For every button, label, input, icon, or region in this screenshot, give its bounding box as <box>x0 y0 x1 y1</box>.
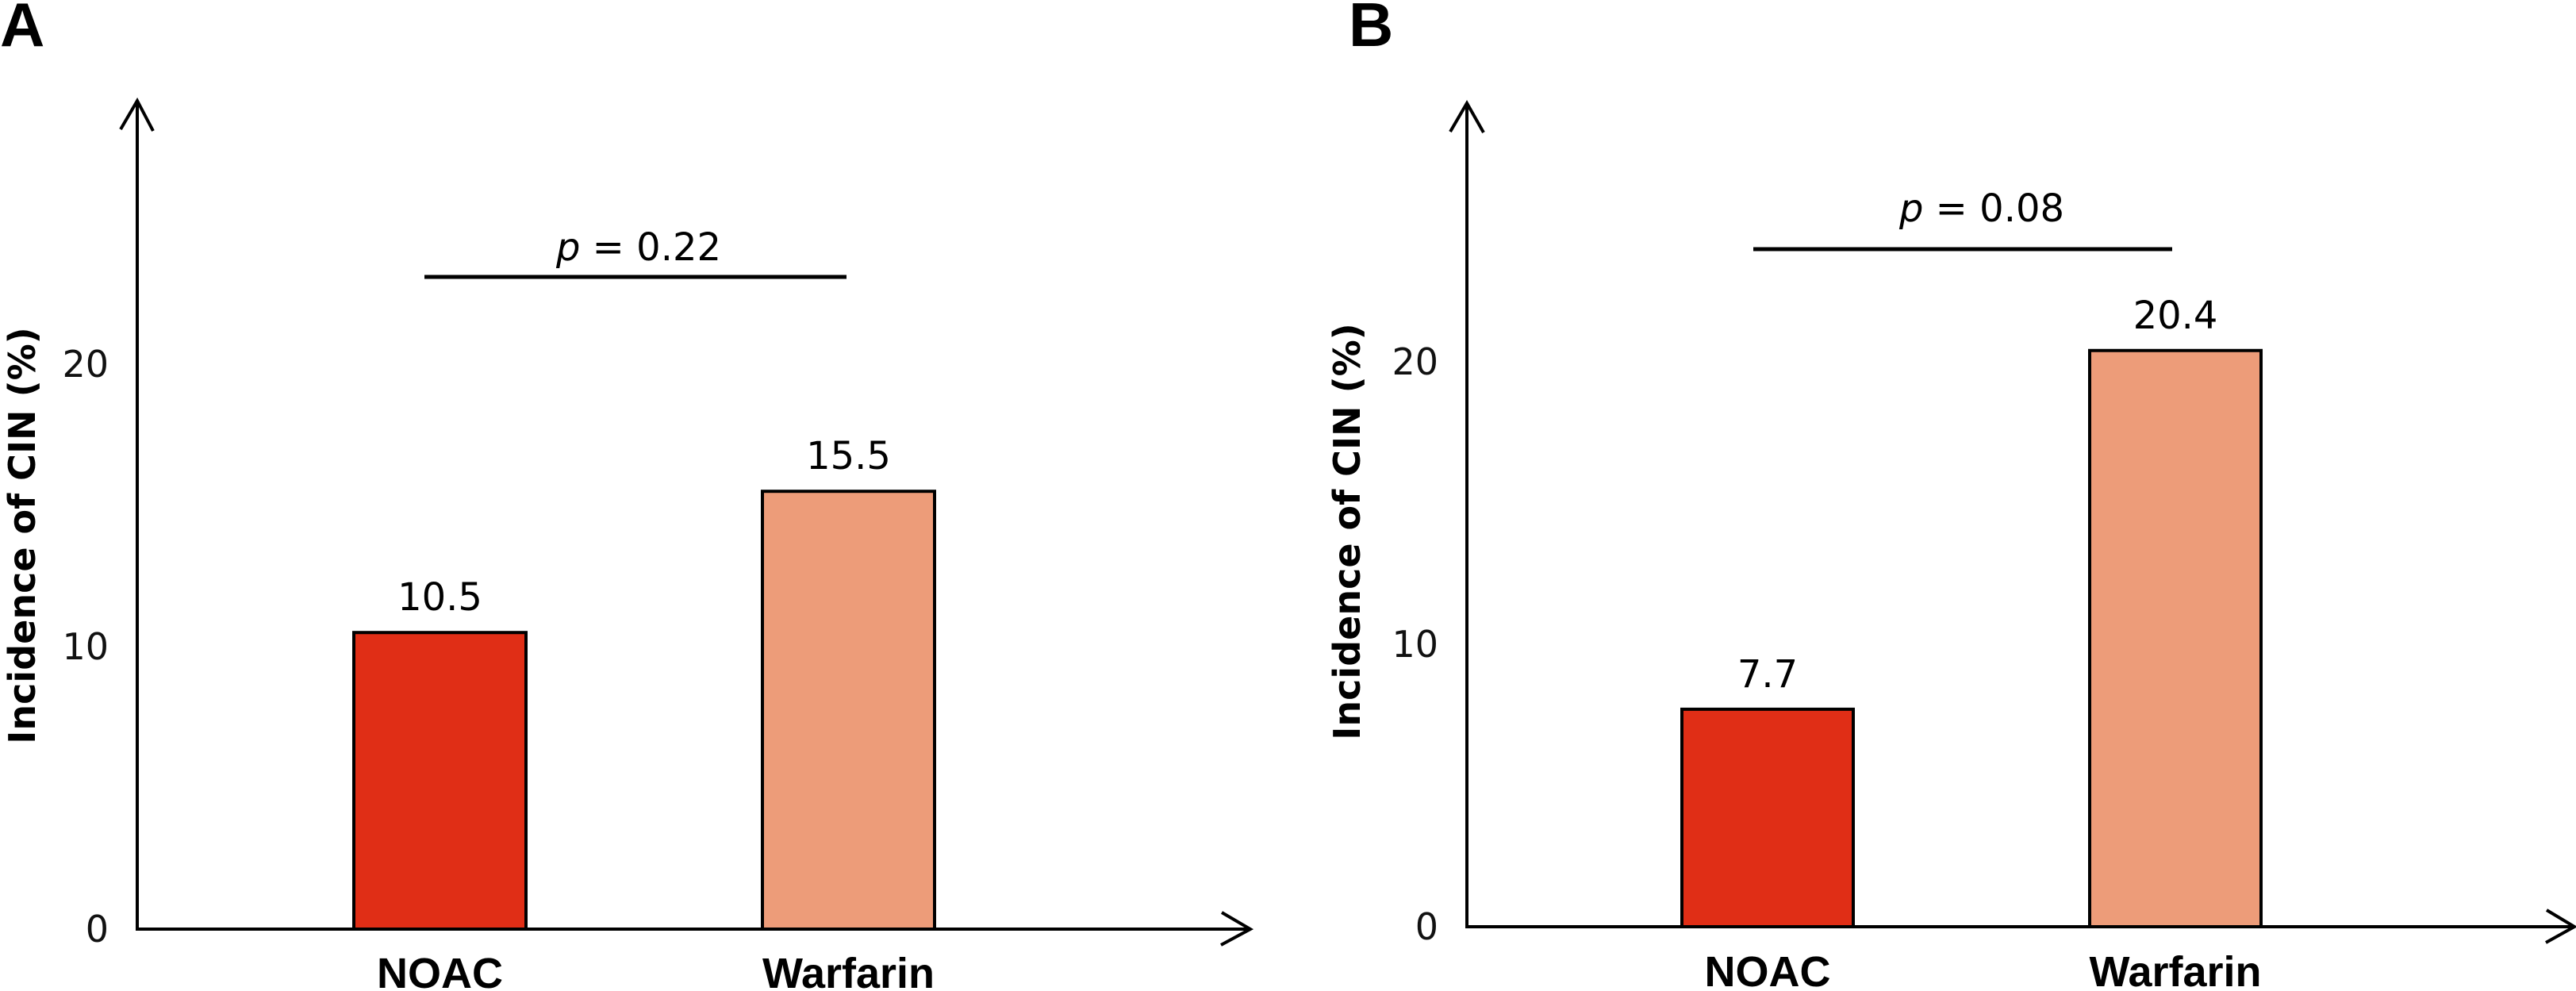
panel-a: A Incidence of CIN (%) 0 10 20 10.5 15.5 NO… <box>0 0 1254 991</box>
p-symbol: p <box>555 225 580 270</box>
p-value-annotation: p = 0.08 <box>1898 186 2064 231</box>
panel-b: B Incidence of CIN (%) 0 10 20 7.7 20.4 NOA… <box>1326 0 2576 991</box>
bar-noac <box>1680 707 1855 928</box>
bar-warfarin <box>761 490 936 931</box>
bar-warfarin <box>2088 348 2263 928</box>
bar-noac <box>352 631 528 931</box>
value-label: 7.7 <box>1737 652 1798 697</box>
x-axis-arrowhead-icon <box>1220 911 1254 947</box>
p-value-annotation: p = 0.22 <box>555 225 721 270</box>
category-labels: NOAC Warfarin <box>377 950 935 991</box>
x-tick-label: Warfarin <box>2089 948 2261 991</box>
y-tick-label: 0 <box>1415 905 1438 948</box>
y-tick-label: 10 <box>62 625 109 668</box>
x-tick-label: NOAC <box>1705 948 1831 991</box>
y-tick-label: 20 <box>62 343 109 386</box>
bars <box>1680 348 2263 928</box>
value-labels: 10.5 15.5 <box>397 434 891 620</box>
y-axis-arrowhead-icon <box>119 97 155 132</box>
y-axis-label: Incidence of CIN (%) <box>1326 323 1369 739</box>
bars <box>352 490 936 931</box>
y-tick-labels: 0 10 20 <box>62 343 109 951</box>
y-tick-label: 10 <box>1392 623 1438 666</box>
p-value-text: = 0.22 <box>580 225 721 270</box>
p-value-text: = 0.08 <box>1923 186 2064 231</box>
value-label: 20.4 <box>2133 294 2218 338</box>
y-tick-labels: 0 10 20 <box>1392 340 1438 948</box>
panel-label: A <box>0 0 44 60</box>
x-axis-arrowhead-icon <box>2545 908 2576 944</box>
y-axis-label: Incidence of CIN (%) <box>1 327 44 743</box>
p-symbol: p <box>1898 186 1923 231</box>
y-tick-label: 20 <box>1392 340 1438 383</box>
value-label: 10.5 <box>397 575 482 620</box>
category-labels: NOAC Warfarin <box>1705 948 2262 991</box>
value-label: 15.5 <box>806 434 891 478</box>
y-axis-arrowhead-icon <box>1449 99 1485 133</box>
x-tick-label: Warfarin <box>762 950 935 991</box>
value-labels: 7.7 20.4 <box>1737 294 2218 697</box>
panel-label: B <box>1349 0 1393 60</box>
y-tick-label: 0 <box>86 908 109 951</box>
x-tick-label: NOAC <box>377 950 503 991</box>
